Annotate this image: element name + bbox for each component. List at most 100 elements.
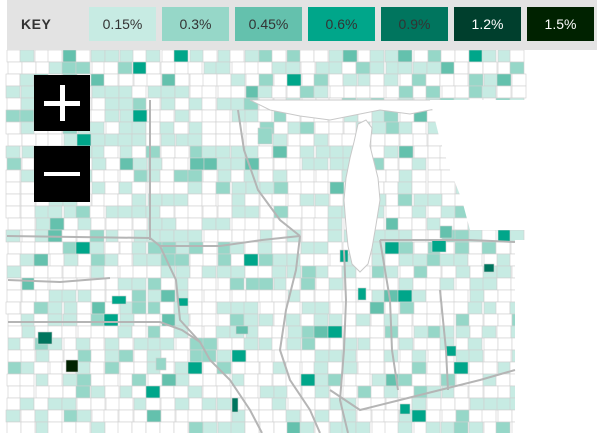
county[interactable] [258, 169, 274, 183]
county[interactable] [103, 265, 119, 279]
county[interactable] [328, 73, 344, 87]
county[interactable] [90, 385, 106, 399]
county[interactable] [272, 253, 288, 267]
county[interactable] [426, 265, 442, 279]
county[interactable] [327, 325, 343, 339]
county[interactable] [159, 337, 175, 351]
county[interactable] [313, 241, 329, 255]
county[interactable] [77, 349, 93, 363]
county[interactable] [117, 61, 133, 75]
county[interactable] [76, 229, 92, 243]
county[interactable] [104, 97, 120, 111]
county[interactable] [412, 85, 428, 99]
county[interactable] [398, 277, 414, 291]
county[interactable] [383, 349, 399, 363]
county[interactable] [299, 169, 315, 183]
county[interactable] [314, 373, 330, 387]
county[interactable] [313, 73, 329, 87]
county[interactable] [287, 205, 303, 219]
county[interactable] [90, 109, 106, 123]
county[interactable] [159, 181, 175, 195]
county[interactable] [328, 313, 344, 327]
county[interactable] [215, 61, 231, 75]
county[interactable] [217, 169, 233, 183]
county[interactable] [145, 313, 161, 327]
county[interactable] [425, 85, 441, 99]
county[interactable] [411, 409, 427, 423]
county[interactable] [397, 313, 413, 327]
county[interactable] [216, 349, 232, 363]
county[interactable] [159, 421, 175, 433]
county[interactable] [328, 133, 344, 147]
county[interactable] [187, 217, 203, 231]
county[interactable] [6, 97, 22, 111]
county[interactable] [6, 157, 22, 171]
county[interactable] [469, 397, 485, 411]
county[interactable] [202, 169, 218, 183]
county[interactable] [132, 109, 148, 123]
county[interactable] [5, 301, 21, 315]
county[interactable] [467, 253, 483, 267]
county[interactable] [314, 193, 330, 207]
county[interactable] [201, 265, 217, 279]
county[interactable] [132, 61, 148, 75]
county[interactable] [455, 325, 471, 339]
county[interactable] [201, 397, 217, 411]
county[interactable] [62, 385, 78, 399]
county[interactable] [244, 193, 260, 207]
county[interactable] [413, 265, 429, 279]
county[interactable] [201, 193, 217, 207]
county[interactable] [287, 397, 303, 411]
county[interactable] [131, 193, 147, 207]
county[interactable] [160, 97, 176, 111]
county[interactable] [63, 133, 79, 147]
county[interactable] [160, 397, 176, 411]
county[interactable] [327, 229, 343, 243]
county[interactable] [33, 253, 49, 267]
county[interactable] [89, 361, 105, 375]
county[interactable] [299, 289, 315, 303]
county[interactable] [496, 253, 512, 267]
county[interactable] [47, 421, 63, 433]
county[interactable] [119, 157, 135, 171]
county[interactable] [455, 265, 471, 279]
county[interactable] [440, 181, 456, 195]
county[interactable] [482, 361, 498, 375]
county[interactable] [496, 265, 512, 279]
county[interactable] [230, 265, 246, 279]
county[interactable] [145, 145, 161, 159]
county[interactable] [441, 193, 457, 207]
county[interactable] [159, 109, 175, 123]
county[interactable] [483, 289, 499, 303]
county[interactable] [481, 325, 497, 339]
county[interactable] [63, 409, 79, 423]
county[interactable] [271, 397, 287, 411]
county[interactable] [271, 241, 287, 255]
county[interactable] [216, 397, 232, 411]
county[interactable] [201, 181, 217, 195]
county[interactable] [427, 205, 443, 219]
county[interactable] [397, 373, 413, 387]
county[interactable] [229, 313, 245, 327]
county[interactable] [300, 181, 316, 195]
county[interactable] [426, 217, 442, 231]
county[interactable] [173, 169, 189, 183]
county[interactable] [104, 241, 120, 255]
county[interactable] [257, 265, 273, 279]
county[interactable] [397, 217, 413, 231]
county[interactable] [259, 361, 275, 375]
county[interactable] [48, 241, 64, 255]
county[interactable] [355, 325, 371, 339]
county[interactable] [286, 73, 302, 87]
county[interactable] [313, 325, 329, 339]
county[interactable] [497, 313, 513, 327]
county[interactable] [201, 109, 217, 123]
county[interactable] [103, 61, 119, 75]
county[interactable] [383, 181, 399, 195]
county[interactable] [174, 73, 190, 87]
county[interactable] [229, 50, 245, 63]
county[interactable] [411, 289, 427, 303]
county[interactable] [21, 325, 37, 339]
county[interactable] [133, 349, 149, 363]
county[interactable] [104, 50, 120, 63]
